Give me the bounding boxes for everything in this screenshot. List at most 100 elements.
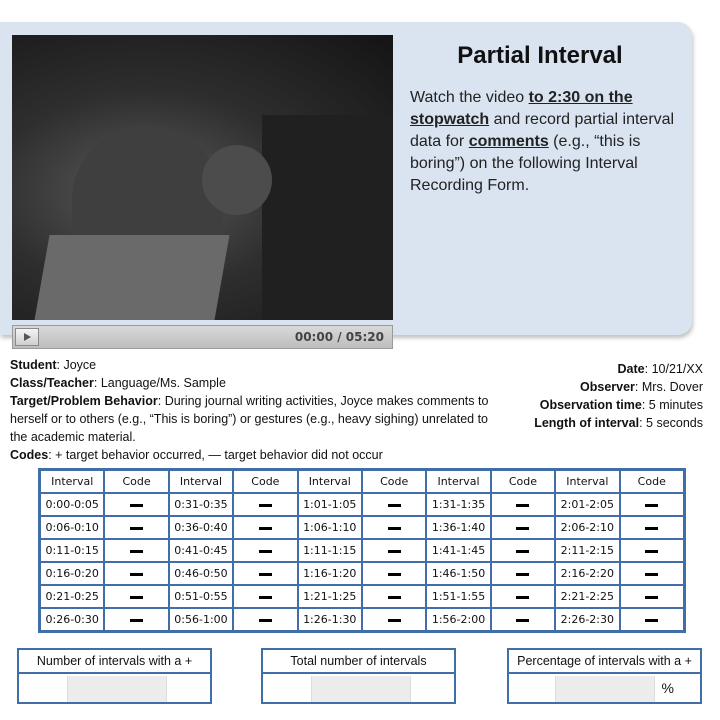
- interval-cell: 2:11-2:15: [555, 539, 620, 562]
- code-cell[interactable]: [490, 562, 556, 585]
- header-interval: Interval: [40, 470, 105, 493]
- minus-code-mark: [387, 572, 401, 576]
- play-button[interactable]: [15, 328, 39, 346]
- code-cell[interactable]: [361, 493, 427, 516]
- code-cell[interactable]: [233, 585, 298, 608]
- minus-code-mark: [130, 549, 144, 553]
- header-interval: Interval: [168, 470, 234, 493]
- obs-time-label: Observation time: [539, 398, 642, 412]
- code-cell[interactable]: [361, 539, 427, 562]
- play-icon: [23, 333, 31, 341]
- class-line: Class/Teacher: Language/Ms. Sample: [10, 376, 226, 390]
- code-cell[interactable]: [361, 585, 427, 608]
- interval-cell: 0:00-0:05: [40, 493, 105, 516]
- code-cell[interactable]: [233, 562, 298, 585]
- interval-cell: 1:56-2:00: [426, 608, 491, 631]
- code-cell[interactable]: [619, 562, 684, 585]
- interval-cell: 1:11-1:15: [297, 539, 362, 562]
- code-cell[interactable]: [233, 539, 298, 562]
- code-cell[interactable]: [104, 585, 169, 608]
- code-cell[interactable]: [490, 516, 556, 539]
- percent-plus-input[interactable]: [555, 676, 655, 702]
- date-label: Date: [617, 362, 645, 376]
- minus-code-mark: [645, 549, 659, 553]
- header-code: Code: [361, 470, 427, 493]
- minus-code-mark: [258, 549, 272, 553]
- observer-label: Observer: [580, 380, 635, 394]
- code-cell[interactable]: [619, 608, 684, 631]
- minus-code-mark: [516, 549, 530, 553]
- code-cell[interactable]: [619, 539, 684, 562]
- code-cell[interactable]: [490, 493, 556, 516]
- code-cell[interactable]: [233, 608, 298, 631]
- code-cell[interactable]: [361, 562, 427, 585]
- video-figure-background: [262, 115, 393, 320]
- count-plus-box: Number of intervals with a +: [17, 648, 212, 704]
- length-value: 5 seconds: [646, 416, 703, 430]
- obs-time-line: Observation time: 5 minutes: [539, 398, 703, 412]
- table-row: 0:06-0:10 0:36-0:40 1:06-1:10 1:36-1:40 2:06…: [40, 516, 684, 539]
- date-value: 10/21/XX: [651, 362, 703, 376]
- header-code: Code: [490, 470, 556, 493]
- code-cell[interactable]: [361, 608, 427, 631]
- instructions-part2: and record partial interval data for: [410, 111, 675, 150]
- table-row: 0:11-0:15 0:41-0:45 1:11-1:15 1:41-1:45 2:11…: [40, 539, 684, 562]
- interval-cell: 0:56-1:00: [168, 608, 234, 631]
- code-cell[interactable]: [104, 516, 169, 539]
- interval-cell: 2:16-2:20: [555, 562, 620, 585]
- minus-code-mark: [387, 526, 401, 530]
- code-cell[interactable]: [619, 516, 684, 539]
- video-frame[interactable]: [12, 35, 393, 320]
- code-cell[interactable]: [361, 516, 427, 539]
- minus-code-mark: [516, 618, 530, 622]
- minus-code-mark: [130, 503, 144, 507]
- table-row: 0:00-0:05 0:31-0:35 1:01-1:05 1:31-1:35 2:01…: [40, 493, 684, 516]
- code-cell[interactable]: [619, 493, 684, 516]
- code-cell[interactable]: [233, 493, 298, 516]
- table-row: 0:16-0:20 0:46-0:50 1:16-1:20 1:46-1:50 2:16…: [40, 562, 684, 585]
- minus-code-mark: [516, 503, 530, 507]
- code-cell[interactable]: [104, 493, 169, 516]
- code-cell[interactable]: [490, 539, 556, 562]
- form-info-right: Date: 10/21/XX Observer: Mrs. Dover Obse…: [534, 360, 703, 432]
- code-cell[interactable]: [619, 585, 684, 608]
- minus-code-mark: [645, 503, 659, 507]
- code-cell[interactable]: [104, 608, 169, 631]
- interval-recording-table: Interval Code Interval Code Interval Cod…: [38, 468, 686, 633]
- code-cell[interactable]: [104, 562, 169, 585]
- code-cell[interactable]: [490, 585, 556, 608]
- obs-time-value: 5 minutes: [648, 398, 703, 412]
- header-code: Code: [233, 470, 298, 493]
- interval-cell: 0:06-0:10: [40, 516, 105, 539]
- interval-cell: 1:06-1:10: [297, 516, 362, 539]
- date-line: Date: 10/21/XX: [617, 362, 703, 376]
- table-row: 0:21-0:25 0:51-0:55 1:21-1:25 1:51-1:55 2:21…: [40, 585, 684, 608]
- header-code: Code: [104, 470, 169, 493]
- interval-cell: 0:21-0:25: [40, 585, 105, 608]
- observer-value: Mrs. Dover: [641, 380, 703, 394]
- minus-code-mark: [130, 595, 144, 599]
- observer-line: Observer: Mrs. Dover: [580, 380, 703, 394]
- minus-code-mark: [258, 503, 272, 507]
- minus-code-mark: [130, 572, 144, 576]
- instructions-emph1: to 2:30 on the stopwatch: [410, 89, 633, 128]
- minus-code-mark: [645, 572, 659, 576]
- interval-cell: 2:01-2:05: [555, 493, 620, 516]
- header-interval: Interval: [555, 470, 620, 493]
- total-intervals-input[interactable]: [311, 676, 411, 702]
- code-cell[interactable]: [490, 608, 556, 631]
- code-cell[interactable]: [233, 516, 298, 539]
- minus-code-mark: [258, 526, 272, 530]
- interval-cell: 1:26-1:30: [297, 608, 362, 631]
- code-cell[interactable]: [104, 539, 169, 562]
- student-label: Student: [10, 358, 57, 372]
- codes-value: + target behavior occurred, — target beh…: [55, 448, 383, 462]
- length-label: Length of interval: [534, 416, 640, 430]
- table-row: 0:26-0:30 0:56-1:00 1:26-1:30 1:56-2:00 2:26…: [40, 608, 684, 631]
- interval-cell: 0:46-0:50: [168, 562, 234, 585]
- interval-cell: 1:31-1:35: [426, 493, 491, 516]
- interval-cell: 0:31-0:35: [168, 493, 234, 516]
- interval-cell: 0:41-0:45: [168, 539, 234, 562]
- count-plus-input[interactable]: [67, 676, 167, 702]
- minus-code-mark: [387, 618, 401, 622]
